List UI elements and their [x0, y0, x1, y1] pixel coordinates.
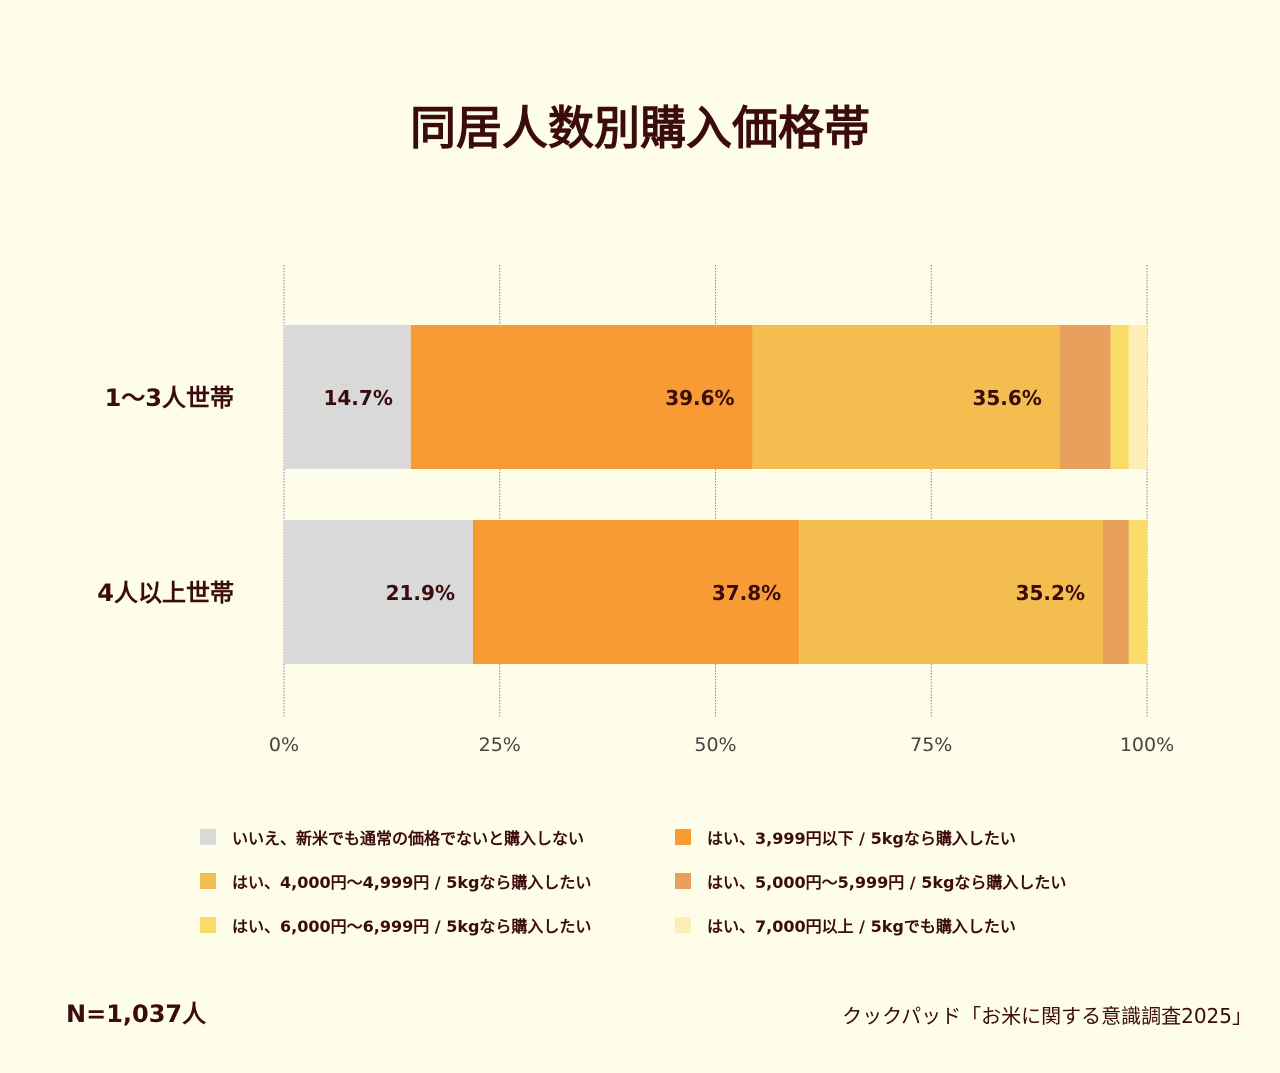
bar-segment — [1110, 325, 1129, 469]
legend-item: はい、7,000円以上 / 5kgでも購入したい — [675, 914, 1150, 936]
data-label: 39.6% — [665, 386, 734, 410]
legend-item: はい、4,000円〜4,999円 / 5kgなら購入したい — [200, 870, 675, 892]
legend-label: はい、5,000円〜5,999円 / 5kgなら購入したい — [707, 873, 1067, 892]
bar-segment — [1128, 520, 1147, 664]
category-label: 4人以上世帯 — [97, 579, 234, 607]
source-note: クックパッド「お米に関する意識調査2025」 — [842, 1004, 1252, 1028]
legend-swatch — [675, 873, 691, 889]
legend-label: はい、3,999円以下 / 5kgなら購入したい — [707, 829, 1016, 848]
legend-label: はい、4,000円〜4,999円 / 5kgなら購入したい — [232, 873, 592, 892]
bar-segment — [284, 325, 411, 469]
legend-label: いいえ、新米でも通常の価格でないと購入しない — [232, 829, 585, 848]
bar-segment — [1059, 325, 1111, 469]
legend-swatch — [200, 917, 216, 933]
bar-segment — [284, 520, 473, 664]
legend-item: いいえ、新米でも通常の価格でないと購入しない — [200, 826, 675, 848]
data-label: 21.9% — [386, 581, 455, 605]
bar-segment — [1128, 325, 1147, 469]
legend-swatch — [200, 873, 216, 889]
chart-title: 同居人数別購入価格帯 — [410, 101, 870, 155]
legend-label: はい、6,000円〜6,999円 / 5kgなら購入したい — [232, 917, 592, 936]
legend-item: はい、5,000円〜5,999円 / 5kgなら購入したい — [675, 870, 1150, 892]
legend-label: はい、7,000円以上 / 5kgでも購入したい — [707, 917, 1016, 936]
legend-swatch — [675, 917, 691, 933]
x-tick-label: 100% — [1120, 734, 1174, 756]
data-label: 35.2% — [1016, 581, 1085, 605]
x-tick-label: 50% — [694, 734, 736, 756]
x-tick-label: 0% — [269, 734, 299, 756]
data-label: 14.7% — [323, 386, 392, 410]
bar-segment — [752, 325, 1060, 469]
legend-item: はい、6,000円〜6,999円 / 5kgなら購入したい — [200, 914, 675, 936]
x-tick-label: 25% — [479, 734, 521, 756]
bar-chart: 0% 25% 50% 75% 100% 1〜3人世帯 14.7% 39.6% 35.6% 4人以上… — [97, 265, 1174, 756]
bar-segment — [472, 520, 800, 664]
legend-swatch — [675, 829, 691, 845]
category-label: 1〜3人世帯 — [105, 384, 234, 412]
data-label: 37.8% — [712, 581, 781, 605]
legend-item: はい、3,999円以下 / 5kgなら購入したい — [675, 826, 1150, 848]
legend: いいえ、新米でも通常の価格でないと購入しない はい、3,999円以下 / 5kgな… — [200, 826, 1150, 936]
bar-segment — [799, 520, 1103, 664]
sample-size: N=1,037人 — [66, 1000, 207, 1028]
legend-swatch — [200, 829, 216, 845]
bar-segment — [1102, 520, 1129, 664]
x-tick-label: 75% — [910, 734, 952, 756]
bar-segment — [410, 325, 753, 469]
data-label: 35.6% — [972, 386, 1041, 410]
